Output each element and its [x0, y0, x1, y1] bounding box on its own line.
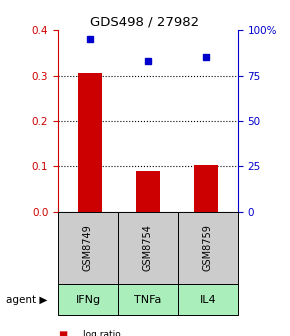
Text: IL4: IL4 — [200, 295, 216, 304]
Text: log ratio: log ratio — [83, 330, 120, 336]
Text: GSM8759: GSM8759 — [203, 224, 213, 271]
Bar — [78, 73, 102, 212]
Bar — [136, 171, 160, 212]
Text: GSM8754: GSM8754 — [143, 224, 153, 271]
Text: TNFa: TNFa — [134, 295, 162, 304]
Bar — [194, 165, 218, 212]
Text: GSM8749: GSM8749 — [83, 224, 93, 271]
Text: ■: ■ — [58, 330, 67, 336]
Text: GDS498 / 27982: GDS498 / 27982 — [90, 15, 200, 28]
Text: agent ▶: agent ▶ — [6, 295, 47, 304]
Text: IFNg: IFNg — [75, 295, 101, 304]
